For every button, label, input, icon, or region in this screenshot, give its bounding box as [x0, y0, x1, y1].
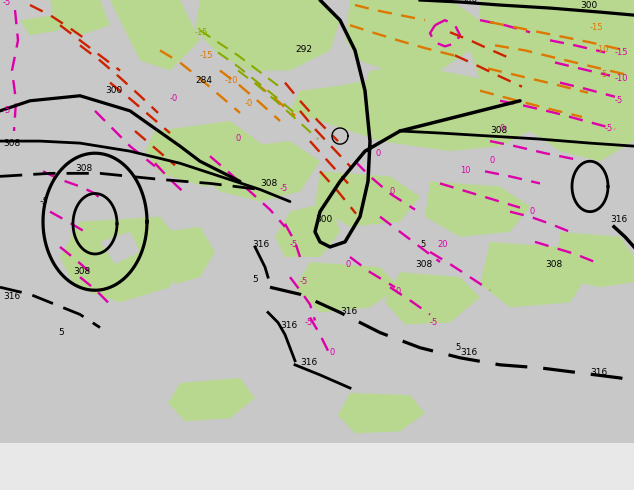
Text: -5: -5 [3, 0, 11, 7]
Text: 316: 316 [590, 368, 607, 377]
Text: 5: 5 [58, 328, 64, 337]
Polygon shape [110, 0, 200, 71]
Text: 0: 0 [390, 187, 395, 196]
Polygon shape [168, 378, 255, 421]
Text: 300: 300 [315, 215, 332, 224]
Text: 316: 316 [280, 320, 297, 330]
Polygon shape [315, 172, 420, 227]
Text: 316: 316 [300, 358, 317, 367]
Text: -15: -15 [615, 49, 628, 57]
Text: -5: -5 [600, 70, 608, 78]
Text: -15: -15 [200, 51, 214, 60]
Text: 0: 0 [500, 124, 505, 133]
Text: -5: -5 [280, 185, 288, 194]
Text: 284: 284 [195, 75, 212, 85]
Text: 0: 0 [530, 207, 535, 216]
Text: -5: -5 [305, 318, 313, 326]
Polygon shape [275, 201, 340, 257]
Text: 300: 300 [105, 86, 122, 95]
Polygon shape [425, 181, 530, 237]
Text: 0: 0 [330, 348, 335, 357]
Text: 5: 5 [420, 240, 425, 249]
Text: -5: -5 [40, 196, 49, 206]
Text: -5: -5 [3, 106, 11, 115]
Text: 5: 5 [252, 275, 258, 284]
Text: 316: 316 [340, 307, 357, 317]
Text: -5: -5 [430, 318, 438, 326]
Text: -5: -5 [290, 240, 298, 249]
Polygon shape [470, 0, 634, 161]
Text: -5: -5 [300, 277, 308, 286]
Text: 316: 316 [610, 215, 627, 224]
Polygon shape [195, 141, 320, 201]
Polygon shape [20, 15, 60, 35]
Text: 316: 316 [252, 240, 269, 249]
Polygon shape [240, 307, 270, 331]
Text: 10: 10 [460, 166, 470, 175]
Text: 20: 20 [437, 240, 448, 249]
Text: -10: -10 [596, 46, 609, 54]
Text: 300: 300 [580, 1, 597, 10]
Text: 308: 308 [545, 260, 562, 269]
Text: 0: 0 [345, 260, 350, 269]
Text: Height/Temp. 700 hPa [gdmp][°C] ECMWF: Height/Temp. 700 hPa [gdmp][°C] ECMWF [4, 453, 281, 466]
Text: 308: 308 [3, 139, 20, 148]
Polygon shape [180, 358, 215, 378]
Polygon shape [195, 0, 340, 71]
Polygon shape [100, 232, 140, 264]
Polygon shape [145, 121, 265, 187]
Text: 308: 308 [73, 267, 90, 276]
Polygon shape [345, 0, 480, 75]
Text: ©weatheronline.co.uk: ©weatheronline.co.uk [450, 477, 585, 487]
Polygon shape [555, 232, 634, 287]
Text: 308: 308 [415, 260, 432, 269]
Polygon shape [385, 272, 480, 324]
Text: -10: -10 [225, 75, 238, 85]
Text: -10: -10 [615, 74, 628, 83]
Text: 316: 316 [3, 293, 20, 301]
Polygon shape [360, 66, 440, 116]
Polygon shape [60, 217, 185, 302]
Polygon shape [480, 242, 590, 307]
Polygon shape [50, 0, 110, 35]
Text: 0: 0 [375, 149, 380, 158]
Text: -0: -0 [170, 94, 178, 103]
Text: -15: -15 [195, 28, 209, 37]
Polygon shape [295, 262, 400, 313]
Text: -5: -5 [615, 96, 623, 105]
Text: 0: 0 [490, 156, 495, 165]
Text: 0: 0 [395, 287, 400, 296]
Text: 308: 308 [490, 126, 507, 135]
Text: 300: 300 [460, 0, 477, 4]
Polygon shape [158, 227, 215, 284]
Text: 292: 292 [295, 46, 312, 54]
Text: 308: 308 [260, 179, 277, 189]
Text: 0: 0 [235, 134, 240, 143]
Polygon shape [290, 71, 530, 151]
Text: 308: 308 [75, 164, 93, 173]
Text: 5: 5 [455, 343, 460, 352]
Text: -15: -15 [590, 23, 604, 32]
Polygon shape [338, 393, 425, 433]
Text: Th 30-05-2024 12:00 UTC (06+06): Th 30-05-2024 12:00 UTC (06+06) [340, 453, 573, 466]
Text: 316: 316 [460, 348, 477, 357]
Text: -5: -5 [605, 124, 613, 133]
Text: -0: -0 [245, 99, 253, 108]
